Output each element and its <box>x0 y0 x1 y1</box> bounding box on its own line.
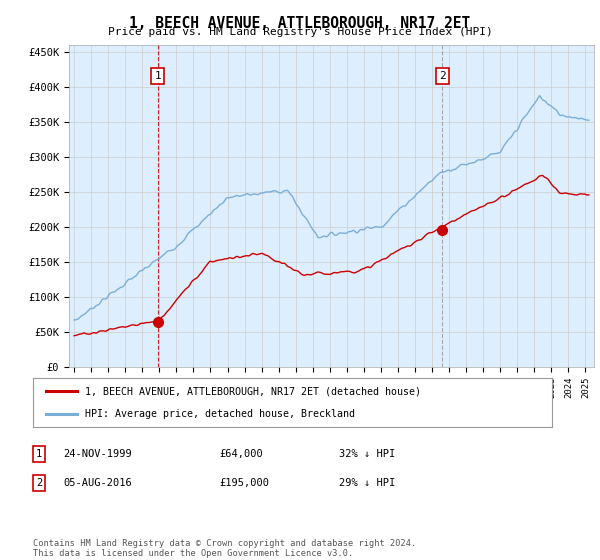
Text: 29% ↓ HPI: 29% ↓ HPI <box>339 478 395 488</box>
Text: Price paid vs. HM Land Registry's House Price Index (HPI): Price paid vs. HM Land Registry's House … <box>107 27 493 38</box>
Text: 24-NOV-1999: 24-NOV-1999 <box>63 449 132 459</box>
Text: 1, BEECH AVENUE, ATTLEBOROUGH, NR17 2ET (detached house): 1, BEECH AVENUE, ATTLEBOROUGH, NR17 2ET … <box>85 386 421 396</box>
Text: 1: 1 <box>154 71 161 81</box>
Text: HPI: Average price, detached house, Breckland: HPI: Average price, detached house, Brec… <box>85 409 355 419</box>
Text: 1, BEECH AVENUE, ATTLEBOROUGH, NR17 2ET: 1, BEECH AVENUE, ATTLEBOROUGH, NR17 2ET <box>130 16 470 31</box>
Text: £64,000: £64,000 <box>219 449 263 459</box>
Text: 1: 1 <box>36 449 42 459</box>
Text: Contains HM Land Registry data © Crown copyright and database right 2024.
This d: Contains HM Land Registry data © Crown c… <box>33 539 416 558</box>
Text: 2: 2 <box>439 71 446 81</box>
Text: 32% ↓ HPI: 32% ↓ HPI <box>339 449 395 459</box>
Text: 2: 2 <box>36 478 42 488</box>
Text: 05-AUG-2016: 05-AUG-2016 <box>63 478 132 488</box>
Text: £195,000: £195,000 <box>219 478 269 488</box>
